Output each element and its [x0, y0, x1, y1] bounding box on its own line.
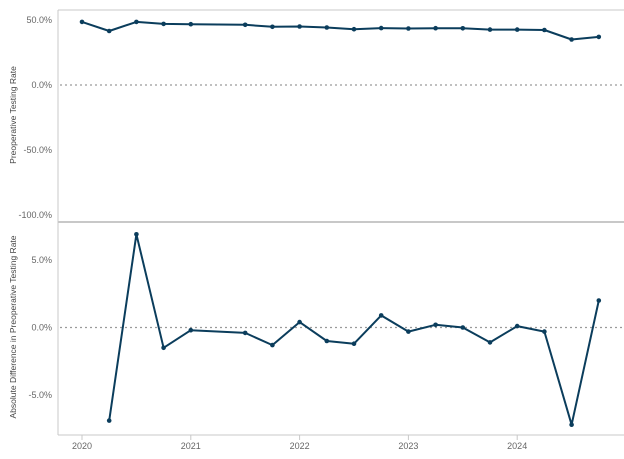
data-point — [242, 22, 248, 28]
data-point — [406, 329, 411, 334]
data-point — [106, 28, 112, 34]
data-point — [514, 323, 520, 329]
data-point — [433, 25, 438, 31]
data-point — [542, 27, 547, 33]
data-point — [487, 27, 493, 32]
data-point — [569, 37, 574, 42]
data-point — [460, 325, 466, 330]
x-tick-label: 2024 — [507, 441, 527, 451]
x-tick-label: 2022 — [290, 441, 310, 451]
data-point — [596, 298, 602, 303]
data-point — [161, 345, 166, 351]
y-axis-title-2: Absolute Difference in Preoperative Test… — [8, 235, 18, 418]
data-point — [378, 313, 384, 318]
data-point — [161, 21, 166, 27]
data-point — [569, 422, 574, 428]
data-point — [460, 26, 466, 31]
data-point — [351, 341, 357, 347]
y-tick-label: 0.0% — [31, 80, 52, 90]
x-tick-label: 2023 — [398, 441, 418, 451]
data-point — [134, 232, 139, 237]
data-point — [324, 25, 330, 30]
y-tick-label: 50.0% — [26, 15, 52, 25]
data-point — [487, 340, 493, 345]
series-line-2 — [108, 233, 600, 426]
x-tick-label: 2021 — [181, 441, 201, 451]
data-point — [188, 327, 194, 333]
data-point — [79, 19, 85, 25]
data-point — [351, 26, 357, 32]
data-point — [134, 19, 139, 25]
data-point — [297, 319, 302, 325]
data-point — [188, 21, 194, 27]
data-point — [106, 418, 112, 423]
data-point — [270, 24, 275, 30]
data-point — [514, 27, 520, 32]
data-point — [324, 338, 330, 344]
y-tick-label: 5.0% — [31, 255, 52, 265]
data-point — [433, 322, 438, 328]
data-point — [542, 329, 547, 334]
y-axis-title-1: Preoperative Testing Rate — [8, 66, 18, 164]
series-line-1 — [81, 20, 599, 41]
y-tick-label: -5.0% — [28, 390, 52, 400]
y-tick-label: -100.0% — [18, 210, 52, 220]
data-point — [242, 330, 248, 336]
y-tick-label: 0.0% — [31, 323, 52, 333]
data-point — [406, 26, 411, 31]
data-point — [378, 25, 384, 31]
x-tick-label: 2020 — [72, 441, 92, 451]
data-point — [297, 24, 302, 29]
data-point — [270, 342, 275, 348]
y-tick-label: -50.0% — [23, 145, 52, 155]
data-point — [596, 34, 602, 40]
